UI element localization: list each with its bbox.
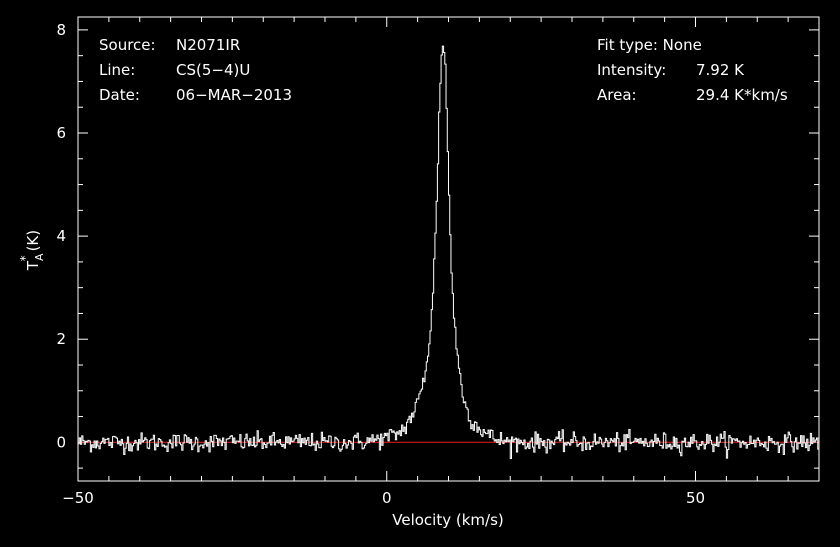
line-label: Line: [99,61,135,79]
source-label: Source: [99,36,156,54]
y-tick-label: 2 [56,330,66,348]
intensity-value: 7.92 K [696,61,745,79]
y-tick-label: 6 [56,124,66,142]
y-axis-label-sub: A [33,253,46,261]
y-tick-marks [78,29,819,469]
y-tick-labels: 0 2 4 6 8 [56,21,66,451]
info-left: Source: N2071IR Line: CS(5−4)U Date: 06−… [99,36,292,104]
x-tick-label: 50 [686,489,705,507]
spectrum-line [78,45,819,459]
date-value: 06−MAR−2013 [176,86,292,104]
svg-text:TA*(K): TA* (K) [18,230,46,271]
date-label: Date: [99,86,140,104]
y-tick-label: 0 [56,433,66,451]
area-label: Area: [597,86,637,104]
area-value: 29.4 K*km/s [696,86,788,104]
x-tick-labels: −50 0 50 [62,489,705,507]
x-tick-label: −50 [62,489,94,507]
intensity-label: Intensity: [597,61,666,79]
y-tick-label: 4 [56,227,66,245]
x-tick-label: 0 [382,489,392,507]
y-axis-label-main: T [24,260,42,271]
plot-frame [77,16,820,482]
y-axis-label-sup: * [18,255,32,261]
y-axis-label: TA* (K) [18,230,46,271]
line-value: CS(5−4)U [176,61,250,79]
fit-type-label: Fit type: None [597,36,702,54]
y-tick-label: 8 [56,21,66,39]
x-axis-label: Velocity (km/s) [392,511,503,529]
x-tick-marks [77,17,820,481]
source-value: N2071IR [176,36,240,54]
info-right: Fit type: None Intensity: 7.92 K Area: 2… [597,36,788,104]
y-axis-label-unit: (K) [24,230,42,252]
